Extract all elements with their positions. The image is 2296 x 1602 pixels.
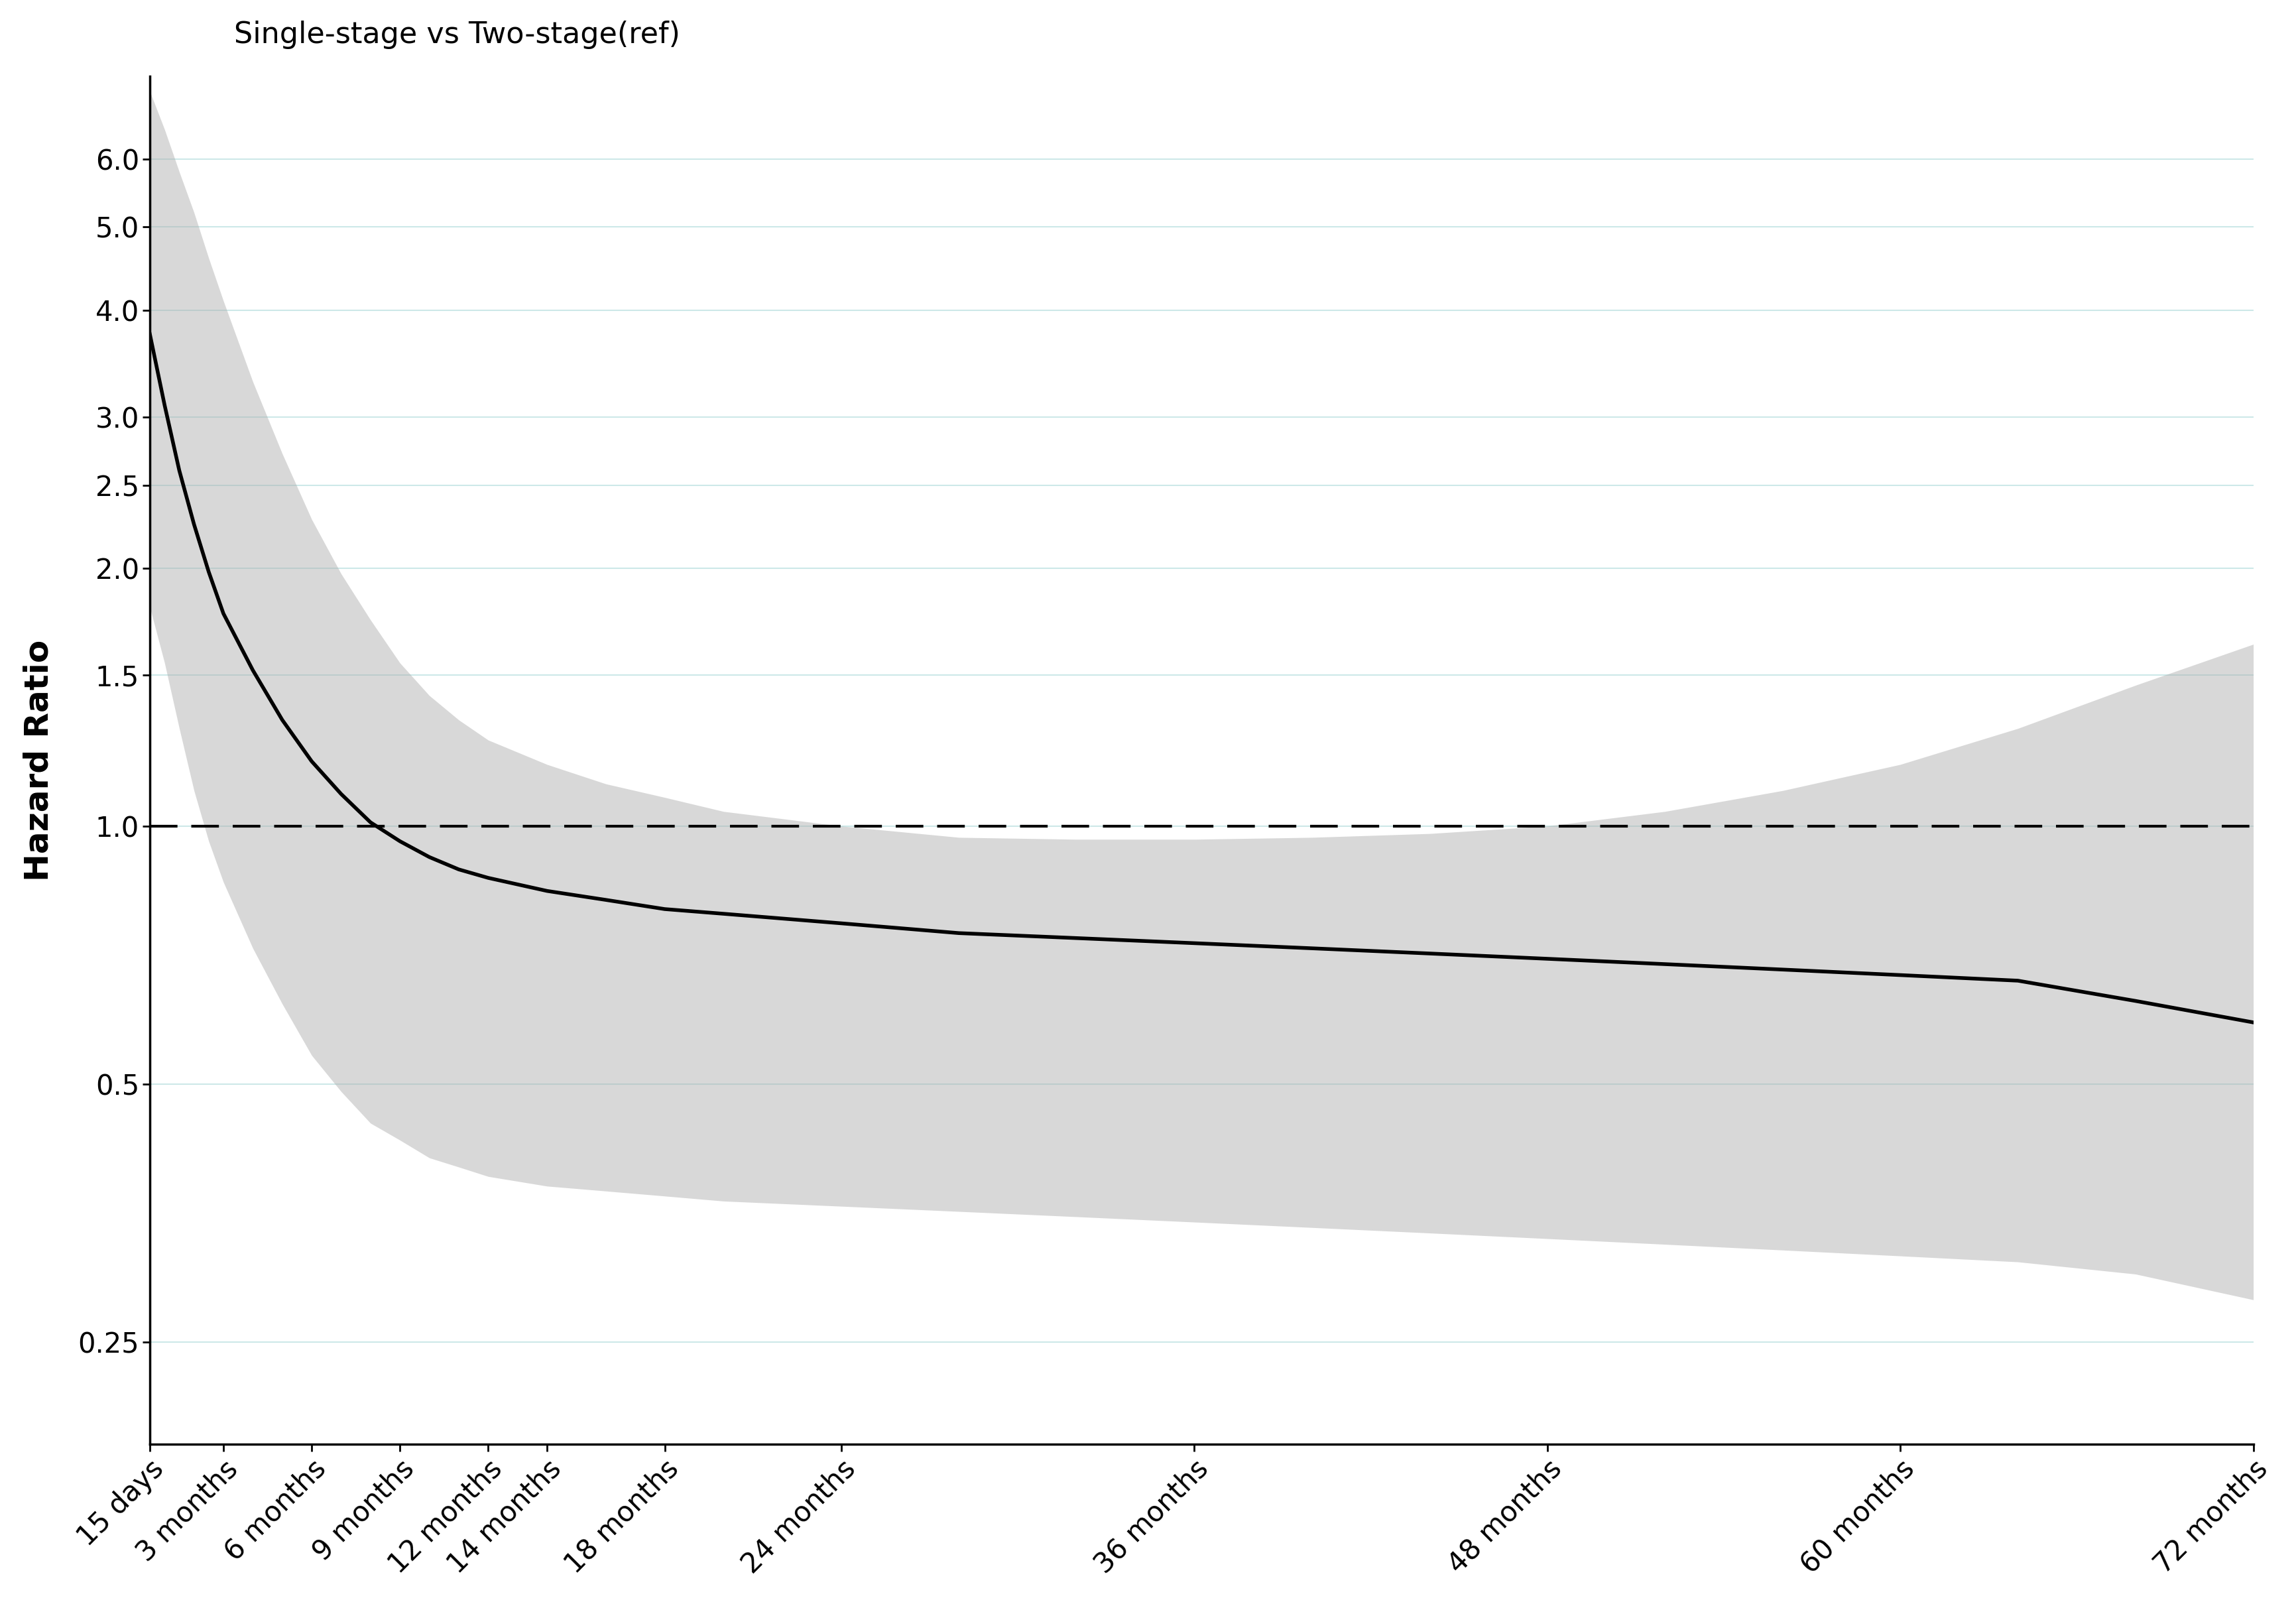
Text: Single-stage vs Two-stage(ref): Single-stage vs Two-stage(ref) xyxy=(234,21,680,48)
Y-axis label: Hazard Ratio: Hazard Ratio xyxy=(23,639,55,881)
